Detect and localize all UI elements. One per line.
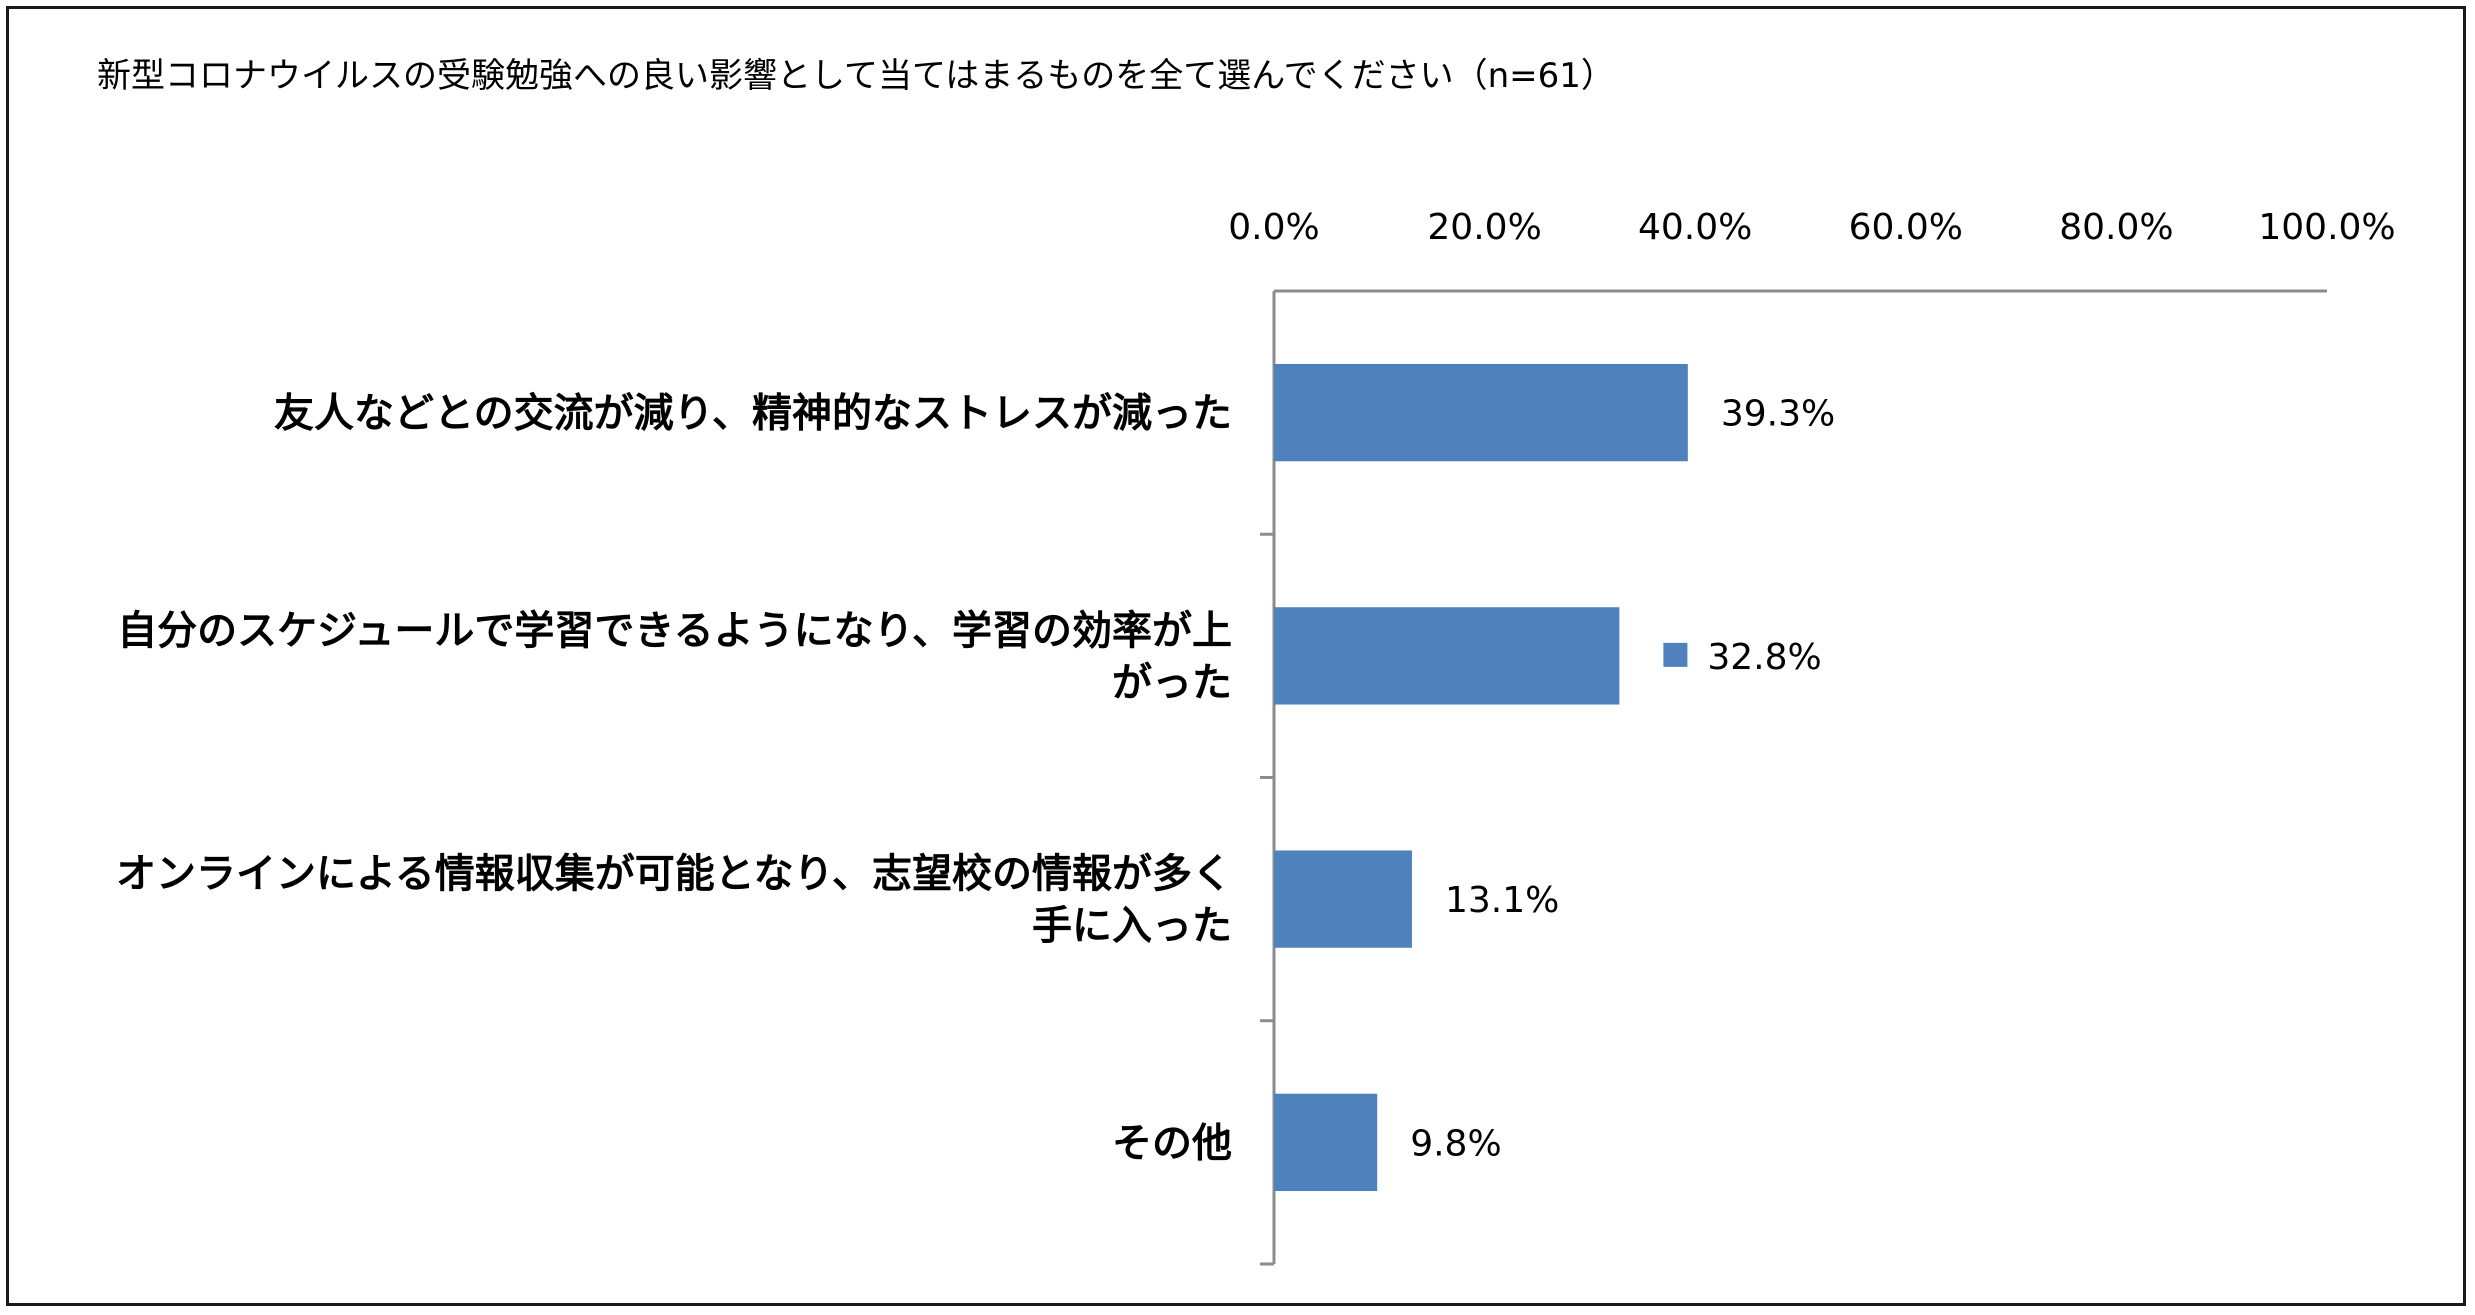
x-axis: 0.0% 20.0% 40.0% 60.0% 80.0% 100.0% bbox=[1228, 207, 2396, 1266]
x-tick-label: 0.0% bbox=[1228, 207, 1319, 248]
bar bbox=[1274, 1093, 1378, 1192]
x-tick-label: 40.0% bbox=[1638, 207, 1752, 248]
data-label: 9.8% bbox=[1410, 1123, 1501, 1164]
bar bbox=[1274, 607, 1620, 705]
category-label: その他 bbox=[1112, 1120, 1232, 1166]
x-tick-label: 80.0% bbox=[2059, 207, 2173, 248]
data-label: 13.1% bbox=[1445, 880, 1559, 921]
bar bbox=[1274, 363, 1688, 462]
data-label: 39.3% bbox=[1721, 394, 1835, 435]
category-label: オンラインによる情報収集が可能となり、志望校の情報が多く手に入った bbox=[116, 851, 1232, 949]
chart-title: 新型コロナウイルスの受験勉強への良い影響として当てはまるものを全て選んでください… bbox=[97, 56, 1615, 96]
chart-svg: 新型コロナウイルスの受験勉強への良い影響として当てはまるものを全て選んでください… bbox=[97, 56, 2396, 1266]
legend-marker bbox=[1663, 642, 1688, 667]
x-tick-label: 20.0% bbox=[1427, 207, 1541, 248]
category-label: 自分のスケジュールで学習できるようになり、学習の効率が上がった bbox=[117, 608, 1232, 706]
data-label: 32.8% bbox=[1707, 637, 1821, 678]
bars: 友人などとの交流が減り、精神的なストレスが減った 39.3% 自分のスケジュールで学… bbox=[116, 363, 1835, 1192]
category-label: 友人などとの交流が減り、精神的なストレスが減った bbox=[274, 391, 1232, 437]
x-tick-label: 60.0% bbox=[1849, 207, 1963, 248]
chart-frame: 新型コロナウイルスの受験勉強への良い影響として当てはまるものを全て選んでください… bbox=[6, 6, 2466, 1306]
x-tick-label: 100.0% bbox=[2258, 207, 2395, 248]
bar bbox=[1274, 850, 1412, 948]
